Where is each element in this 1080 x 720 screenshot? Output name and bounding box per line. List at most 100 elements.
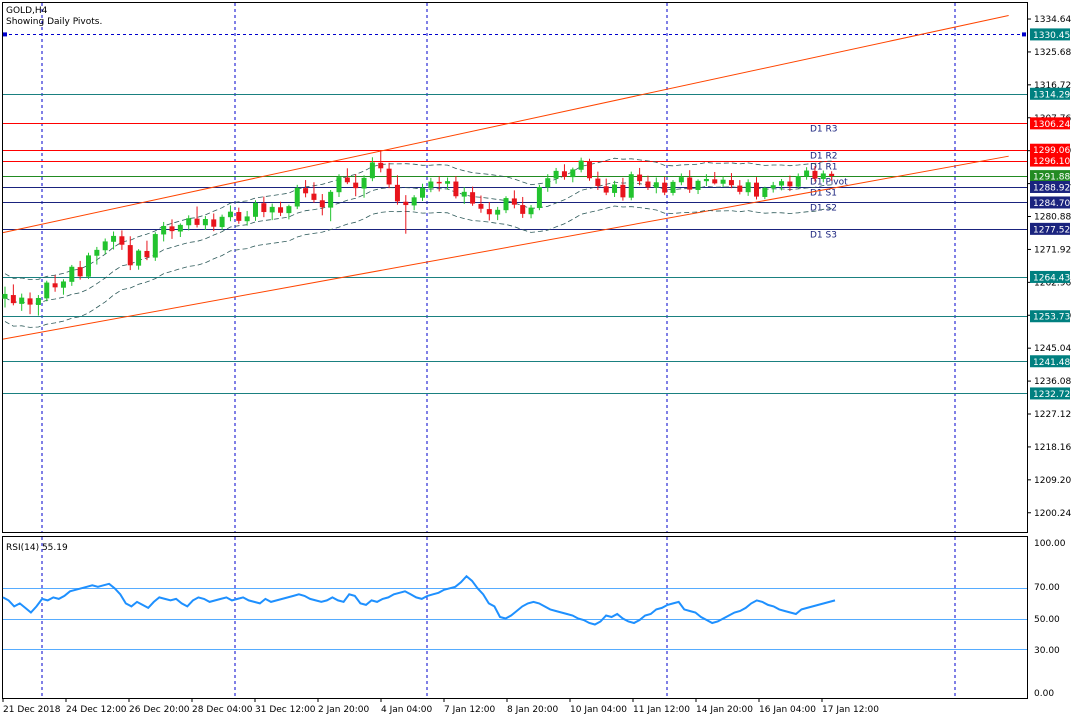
candle-body (236, 212, 241, 221)
candle-body (53, 283, 58, 287)
rsi-scale-0: 0.00 (1034, 689, 1054, 699)
candle-body (220, 217, 225, 227)
candle-body (612, 184, 617, 192)
candle-body (311, 194, 316, 200)
candle-body (253, 203, 258, 217)
rsi-pane-frame (3, 537, 1028, 699)
time-tick-label: 31 Dec 12:00 (255, 705, 316, 715)
time-tick-label: 26 Dec 20:00 (129, 705, 190, 715)
candle-body (570, 169, 575, 177)
candle[interactable] (295, 185, 300, 209)
candle-body (829, 174, 834, 176)
candle-body (504, 198, 509, 210)
candle-body (195, 219, 200, 225)
candle-body (671, 182, 676, 193)
candle[interactable] (44, 281, 49, 302)
candle-body (36, 298, 41, 305)
candle-body (337, 177, 342, 192)
candle-body (395, 185, 400, 202)
candle-body (787, 182, 792, 187)
candle-body (554, 171, 559, 179)
candle-body (704, 179, 709, 181)
candle-body (462, 192, 467, 197)
price-badge-label: 1232.72 (1033, 390, 1070, 400)
candle-body (437, 182, 442, 183)
candle-body (529, 208, 534, 215)
candle-body (662, 183, 667, 193)
candle-body (44, 283, 49, 299)
candle-body (19, 298, 24, 304)
candle-body (762, 188, 767, 197)
candle-body (119, 236, 124, 244)
time-tick-label: 7 Jan 12:00 (444, 705, 496, 715)
candle-body (637, 175, 642, 182)
candle-body (303, 188, 308, 193)
time-tick-label: 11 Jan 12:00 (633, 705, 690, 715)
candle-body (270, 207, 275, 213)
candle-body (754, 183, 759, 197)
candle-body (278, 207, 283, 213)
symbol-label: GOLD,H4 (6, 6, 48, 16)
marker-right (1022, 32, 1026, 36)
candle-body (537, 187, 542, 208)
candle-body (345, 177, 350, 182)
price-badge-label: 1330.45 (1033, 31, 1070, 41)
time-tick-label: 14 Jan 20:00 (696, 705, 753, 715)
candle-body (94, 250, 99, 256)
candle-body (712, 179, 717, 183)
price-tick-label: 1334.64 (1034, 15, 1071, 25)
candle[interactable] (86, 253, 91, 279)
candle-body (153, 234, 158, 258)
time-tick-label: 8 Jan 20:00 (507, 705, 559, 715)
candle-body (78, 267, 83, 276)
candle-body (261, 203, 266, 212)
candle-body (512, 198, 517, 204)
price-tick-label: 1236.08 (1034, 377, 1071, 387)
candle-body (620, 185, 625, 197)
time-tick-label: 2 Jan 20:00 (318, 705, 370, 715)
time-tick-label: 24 Dec 12:00 (66, 705, 127, 715)
rsi-scale-100: 100.00 (1034, 539, 1066, 549)
price-tick-label: 1200.24 (1034, 509, 1071, 519)
price-badge-label: 1314.29 (1033, 90, 1070, 100)
candle[interactable] (629, 172, 634, 201)
main-pane-frame (3, 3, 1028, 533)
candle-body (545, 178, 550, 187)
candle-body (804, 171, 809, 177)
price-tick-label: 1245.04 (1034, 344, 1071, 354)
price-badge-label: 1241.48 (1033, 358, 1070, 368)
candle-body (320, 200, 325, 207)
time-tick-label: 28 Dec 04:00 (192, 705, 253, 715)
price-tick-label: 1218.16 (1034, 443, 1071, 453)
price-badge-label: 1253.73 (1033, 313, 1070, 323)
candle-body (103, 241, 108, 250)
candle-body (328, 192, 333, 208)
candle-body (487, 209, 492, 214)
candle-body (203, 219, 208, 225)
candle-body (61, 281, 66, 287)
candle-body (654, 182, 659, 188)
candle[interactable] (153, 232, 158, 261)
candle-body (378, 163, 383, 169)
price-badge-label: 1306.24 (1033, 120, 1070, 130)
pivot-label-0: D1 R3 (810, 125, 838, 135)
candle-body (796, 176, 801, 187)
candle-body (286, 206, 291, 213)
candle-body (228, 212, 233, 218)
candle-body (746, 182, 751, 192)
candle-body (245, 216, 250, 221)
candle-body (362, 178, 367, 189)
price-badge-label: 1288.92 (1033, 183, 1070, 193)
rsi-scale-50: 50.00 (1034, 615, 1060, 625)
pivot-label-5: D1 S2 (810, 204, 837, 214)
candle-body (136, 251, 141, 266)
time-tick-label: 4 Jan 04:00 (381, 705, 433, 715)
candle-body (721, 180, 726, 184)
candle-body (771, 185, 776, 188)
candle[interactable] (537, 185, 542, 210)
candle[interactable] (587, 159, 592, 181)
candle-body (403, 202, 408, 205)
candle-body (478, 204, 483, 209)
price-tick-label: 1227.12 (1034, 410, 1071, 420)
